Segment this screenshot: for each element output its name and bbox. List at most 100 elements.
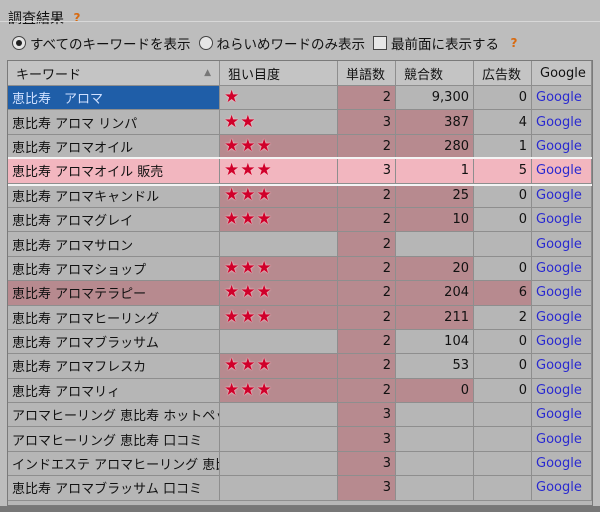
keyword-cell: 恵比寿 アロマサロン bbox=[8, 232, 220, 257]
words-cell: 2 bbox=[338, 329, 396, 355]
target-cell: ★ ★ ★ bbox=[220, 159, 338, 184]
google-cell[interactable]: Google bbox=[532, 305, 592, 330]
table-row[interactable]: 恵比寿 アロマ リンパ ★ ★ 3 387 4 Google bbox=[8, 110, 592, 135]
keyword-cell: 恵比寿 アロマグレイ bbox=[8, 207, 220, 233]
table-row[interactable]: 恵比寿 アロマブラッサム 2 104 0 Google bbox=[8, 329, 592, 355]
table-row[interactable]: 恵比寿 アロマリィ ★ ★ ★ 2 0 0 Google bbox=[8, 378, 592, 404]
section-title: 調査結果 ? bbox=[8, 8, 84, 28]
table-row[interactable]: 恵比寿 アロマフレスカ ★ ★ ★ 2 53 0 Google bbox=[8, 354, 592, 379]
column-header-words[interactable]: 単語数 bbox=[338, 61, 396, 86]
google-cell[interactable]: Google bbox=[532, 232, 592, 257]
star-icon: ★ bbox=[256, 209, 272, 230]
ads-cell: 6 bbox=[474, 281, 532, 306]
google-cell[interactable]: Google bbox=[532, 281, 592, 306]
status-strip bbox=[0, 506, 600, 512]
radio-all-keywords[interactable]: すべてのキーワードを表示 bbox=[12, 33, 191, 53]
star-icon: ★ bbox=[256, 160, 272, 181]
checkbox-icon[interactable] bbox=[373, 36, 388, 50]
ads-cell: 0 bbox=[474, 378, 532, 404]
ads-cell bbox=[474, 476, 532, 501]
target-cell: ★ ★ ★ bbox=[220, 183, 338, 208]
column-header-target[interactable]: 狙い目度 bbox=[220, 61, 338, 86]
words-cell: 3 bbox=[338, 403, 396, 428]
target-cell bbox=[220, 329, 338, 355]
target-cell bbox=[220, 451, 338, 477]
table-row[interactable]: 恵比寿 アロマテラピー ★ ★ ★ 2 204 6 Google bbox=[8, 281, 592, 306]
target-cell: ★ ★ ★ bbox=[220, 256, 338, 282]
ads-cell: 0 bbox=[474, 354, 532, 379]
help-icon[interactable]: ? bbox=[510, 36, 518, 50]
words-cell: 3 bbox=[338, 476, 396, 501]
star-icon: ★ bbox=[240, 355, 256, 376]
google-cell[interactable]: Google bbox=[532, 134, 592, 160]
ads-cell: 5 bbox=[474, 159, 532, 184]
column-header-google[interactable]: Google bbox=[532, 61, 592, 86]
ads-cell bbox=[474, 451, 532, 477]
keyword-cell: 恵比寿 アロマ リンパ bbox=[8, 110, 220, 135]
help-icon[interactable]: ? bbox=[73, 11, 81, 25]
table-row[interactable]: 恵比寿 アロマオイル 販売 ★ ★ ★ 3 1 5 Google bbox=[8, 159, 592, 184]
table-row[interactable]: インドエステ アロマヒーリング 恵比寿 3 Google bbox=[8, 451, 592, 477]
radio-label: すべてのキーワードを表示 bbox=[30, 37, 191, 53]
keyword-cell: 恵比寿 アロマオイル 販売 bbox=[8, 159, 220, 184]
google-cell[interactable]: Google bbox=[532, 378, 592, 404]
ads-cell: 4 bbox=[474, 110, 532, 135]
target-cell bbox=[220, 232, 338, 257]
table-row[interactable]: アロマヒーリング 恵比寿 口コミ 3 Google bbox=[8, 427, 592, 452]
google-cell[interactable]: Google bbox=[532, 427, 592, 452]
column-header-ads[interactable]: 広告数 bbox=[474, 61, 532, 86]
google-cell[interactable]: Google bbox=[532, 110, 592, 135]
google-cell[interactable]: Google bbox=[532, 403, 592, 428]
google-cell[interactable]: Google bbox=[532, 329, 592, 355]
column-header-competition[interactable]: 競合数 bbox=[396, 61, 474, 86]
target-cell: ★ ★ ★ bbox=[220, 134, 338, 160]
star-icon: ★ bbox=[224, 282, 240, 303]
table-row[interactable]: 恵比寿 アロマサロン 2 Google bbox=[8, 232, 592, 257]
table-row[interactable]: 恵比寿 アロマヒーリング ★ ★ ★ 2 211 2 Google bbox=[8, 305, 592, 330]
google-cell[interactable]: Google bbox=[532, 451, 592, 477]
star-icon: ★ bbox=[240, 135, 256, 156]
star-icon: ★ bbox=[256, 282, 272, 303]
table-row[interactable]: アロマヒーリング 恵比寿 ホットペッパ 3 Google bbox=[8, 403, 592, 428]
words-cell: 2 bbox=[338, 207, 396, 233]
star-icon: ★ bbox=[240, 306, 256, 327]
target-cell: ★ ★ bbox=[220, 110, 338, 135]
keyword-cell: 恵比寿 アロマテラピー bbox=[8, 281, 220, 306]
checkbox-label: 最前面に表示する bbox=[391, 37, 500, 53]
competition-cell: 280 bbox=[396, 134, 474, 160]
star-icon: ★ bbox=[224, 135, 240, 156]
table-row[interactable]: 恵比寿 アロマキャンドル ★ ★ ★ 2 25 0 Google bbox=[8, 183, 592, 208]
words-cell: 2 bbox=[338, 134, 396, 160]
google-cell[interactable]: Google bbox=[532, 86, 592, 111]
radio-target-only[interactable]: ねらいめワードのみ表示 bbox=[198, 33, 365, 53]
star-icon: ★ bbox=[240, 160, 256, 181]
ads-cell: 0 bbox=[474, 256, 532, 282]
competition-cell bbox=[396, 427, 474, 452]
star-icon: ★ bbox=[240, 184, 256, 205]
divider bbox=[0, 21, 600, 22]
table-row[interactable]: 恵比寿 アロマショップ ★ ★ ★ 2 20 0 Google bbox=[8, 256, 592, 282]
radio-icon[interactable] bbox=[12, 36, 26, 50]
table-row[interactable]: 恵比寿 アロマ ★ 2 9,300 0 Google bbox=[8, 86, 592, 111]
google-cell[interactable]: Google bbox=[532, 207, 592, 233]
title-text: 調査結果 bbox=[8, 11, 64, 27]
radio-icon[interactable] bbox=[198, 36, 213, 50]
keyword-cell: インドエステ アロマヒーリング 恵比寿 bbox=[8, 451, 220, 477]
ads-cell: 1 bbox=[474, 134, 532, 160]
google-cell[interactable]: Google bbox=[532, 183, 592, 208]
table-row[interactable]: 恵比寿 アロマグレイ ★ ★ ★ 2 10 0 Google bbox=[8, 207, 592, 233]
table-row[interactable]: 恵比寿 アロマブラッサム 口コミ 3 Google bbox=[8, 476, 592, 501]
keyword-cell: 恵比寿 アロマヒーリング bbox=[8, 305, 220, 330]
google-cell[interactable]: Google bbox=[532, 256, 592, 282]
star-icon: ★ bbox=[224, 87, 240, 108]
always-on-top-checkbox[interactable]: 最前面に表示する bbox=[373, 33, 499, 53]
target-cell: ★ bbox=[220, 86, 338, 111]
google-cell[interactable]: Google bbox=[532, 476, 592, 501]
star-icon: ★ bbox=[240, 257, 256, 278]
table-row[interactable]: 恵比寿 アロマオイル ★ ★ ★ 2 280 1 Google bbox=[8, 134, 592, 160]
google-cell[interactable]: Google bbox=[532, 159, 592, 184]
google-cell[interactable]: Google bbox=[532, 354, 592, 379]
competition-cell bbox=[396, 403, 474, 428]
competition-cell: 211 bbox=[396, 305, 474, 330]
column-header-keyword[interactable]: キーワード ▲ bbox=[8, 61, 220, 86]
